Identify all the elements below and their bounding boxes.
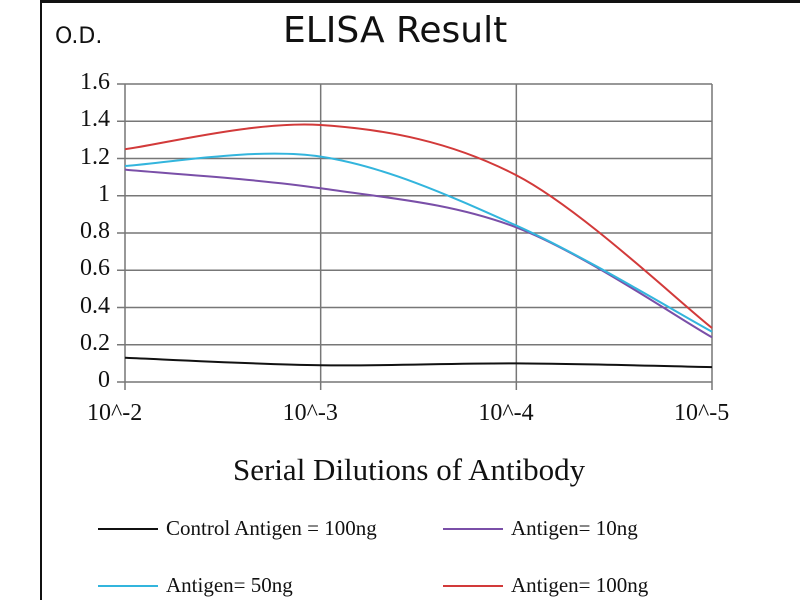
series-line-2 <box>124 152 713 333</box>
y-tick-label: 0.6 <box>80 255 110 282</box>
series-line-1 <box>124 168 713 339</box>
series-line-0 <box>124 356 713 369</box>
chart-frame <box>40 0 800 600</box>
chart-title: ELISA Result <box>283 10 508 51</box>
legend-label: Control Antigen = 100ng <box>166 516 377 540</box>
x-axis-label: Serial Dilutions of Antibody <box>233 452 586 487</box>
y-tick-label: 0.8 <box>80 218 110 244</box>
y-tick-label: 0 <box>98 367 110 393</box>
y-axis-label: O.D. <box>55 24 103 49</box>
y-tick-label: 0.4 <box>80 292 110 319</box>
x-tick-label: 10^-3 <box>282 400 338 426</box>
x-tick-label: 10^-5 <box>674 400 730 426</box>
legend-label: Antigen= 100ng <box>511 573 649 597</box>
y-tick-label: 1.4 <box>80 106 110 133</box>
x-tick-label: 10^-4 <box>478 400 534 426</box>
y-tick-label: 1.6 <box>80 69 110 95</box>
y-tick-label: 0.2 <box>80 329 110 356</box>
legend-label: Antigen= 10ng <box>511 516 638 540</box>
legend-label: Antigen= 50ng <box>166 573 293 597</box>
y-tick-label: 1.2 <box>80 143 110 170</box>
y-tick-label: 1 <box>98 180 110 207</box>
x-tick-label: 10^-2 <box>87 400 143 426</box>
series-line-3 <box>124 123 713 329</box>
